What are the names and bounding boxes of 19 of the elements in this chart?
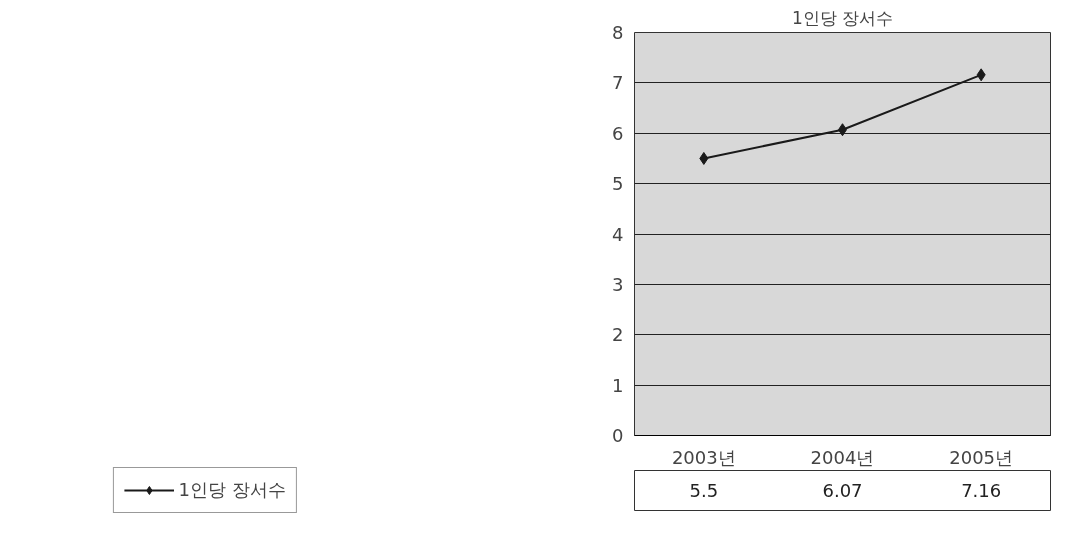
- y-tick-label: 1: [612, 374, 624, 396]
- y-tick-label: 7: [612, 72, 624, 94]
- data-label: 7.16: [961, 480, 1002, 501]
- y-tick-label: 4: [612, 223, 624, 245]
- x-tick-label: 2003년: [671, 446, 736, 468]
- y-tick-label: 8: [612, 22, 624, 43]
- x-tick-label: 2005년: [949, 446, 1014, 468]
- point: [699, 151, 709, 165]
- data-label: 6.07: [822, 480, 863, 501]
- y-tick-label: 2: [612, 324, 624, 346]
- y-tick-label: 6: [612, 122, 624, 144]
- y-tick-label: 3: [612, 273, 624, 295]
- legend-label: 1인당 장서수: [178, 478, 286, 502]
- y-tick-label: 5: [612, 173, 624, 195]
- data-label: 5.5: [689, 480, 719, 501]
- y-tick-label: 0: [612, 425, 624, 446]
- chart-title: 1인당 장서수: [791, 7, 894, 28]
- x-tick-label: 2004년: [810, 446, 875, 468]
- point: [976, 68, 986, 82]
